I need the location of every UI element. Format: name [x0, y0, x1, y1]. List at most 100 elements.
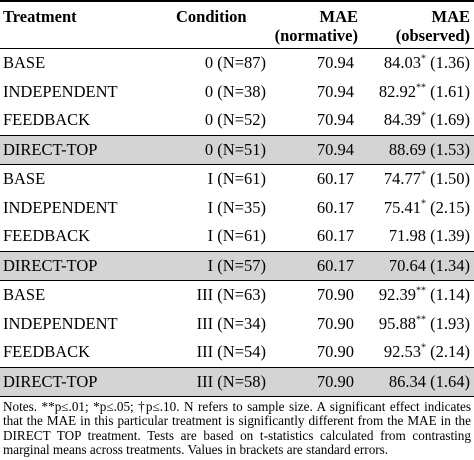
standard-error: (1.69)	[430, 110, 470, 130]
mae-observed-cell: 70.64 (1.34)	[362, 250, 474, 281]
significance-marker: *	[421, 198, 426, 209]
table-row: DIRECT-TOP 0 (N=51) 70.94 88.69 (1.53)	[0, 134, 474, 165]
observed-value: 70.64	[388, 255, 426, 275]
table-row: BASE 0 (N=87) 70.94 84.03* (1.36)	[0, 48, 474, 77]
table-row: FEEDBACK I (N=61) 60.17 71.98 (1.39)	[0, 222, 474, 251]
treatment-cell: FEEDBACK	[3, 342, 91, 362]
treatment-cell: INDEPENDENT	[3, 197, 118, 217]
table-notes: Notes. **p≤.01; *p≤.05; †p≤.10. N refers…	[3, 398, 471, 458]
mae-normative-cell: 70.90	[316, 313, 354, 333]
treatment-cell: BASE	[0, 279, 162, 309]
table-row: BASE III (N=63) 70.90 92.39** (1.14)	[0, 279, 474, 309]
treatment-cell: BASE	[3, 52, 46, 72]
observed-value: 88.69	[388, 139, 426, 159]
mae-observed-cell: 71.98 (1.39)	[362, 222, 474, 251]
condition-cell: III (N=54)	[196, 342, 266, 362]
observed-value: 92.53	[383, 342, 421, 362]
mae-normative-cell: 60.17	[270, 163, 362, 193]
table-row: DIRECT-TOP I (N=57) 60.17 70.64 (1.34)	[0, 250, 474, 281]
significance-marker: *	[421, 110, 426, 122]
condition-cell: 0 (N=51)	[162, 134, 270, 165]
treatment-cell: BASE	[0, 163, 162, 193]
mae-normative-cell: 70.94	[270, 134, 362, 165]
observed-value: 74.77	[383, 168, 421, 188]
condition-cell: I (N=35)	[207, 197, 266, 217]
condition-cell: I (N=61)	[207, 226, 266, 246]
table-header-row: Treatment Condition MAE (normative) MAE …	[0, 0, 474, 49]
significance-marker: **	[416, 285, 426, 297]
mae-observed-cell: 95.88** (1.93)	[362, 309, 474, 338]
mae-normative-cell: 70.90	[270, 279, 362, 309]
standard-error: (2.15)	[430, 197, 470, 217]
standard-error: (1.61)	[430, 81, 470, 101]
standard-error: (1.14)	[430, 284, 470, 304]
observed-value: 95.88	[378, 313, 416, 333]
standard-error: (1.93)	[430, 313, 470, 333]
mae-observed-cell: 84.03* (1.36)	[362, 48, 474, 77]
mae-normative-cell: 70.90	[316, 342, 354, 362]
significance-marker: *	[421, 169, 426, 181]
condition-cell: III (N=63)	[162, 279, 270, 309]
mae-observed-cell: 92.39** (1.14)	[362, 279, 474, 309]
treatment-cell: FEEDBACK	[3, 226, 91, 246]
observed-value: 82.92	[378, 81, 416, 101]
table-row: BASE I (N=61) 60.17 74.77* (1.50)	[0, 163, 474, 193]
mae-normative-cell: 60.17	[316, 226, 354, 246]
treatment-cell: DIRECT-TOP	[0, 134, 162, 165]
table-row: DIRECT-TOP III (N=58) 70.90 86.34 (1.64)	[0, 366, 474, 397]
table-row: FEEDBACK III (N=54) 70.90 92.53* (2.14)	[0, 338, 474, 367]
mae-normative-cell: 70.94	[316, 52, 354, 72]
significance-marker: *	[421, 342, 426, 354]
significance-marker: *	[421, 53, 426, 65]
treatment-cell: FEEDBACK	[3, 110, 91, 130]
observed-value: 71.98	[388, 226, 426, 246]
mae-observed-cell: 86.34 (1.64)	[362, 366, 474, 397]
significance-marker: **	[416, 82, 426, 93]
condition-cell: I (N=61)	[162, 163, 270, 193]
table-row: INDEPENDENT III (N=34) 70.90 95.88** (1.93)	[0, 309, 474, 338]
observed-value: 86.34	[388, 371, 426, 391]
standard-error: (2.14)	[430, 342, 470, 362]
standard-error: (1.53)	[430, 139, 470, 159]
mae-results-table: Treatment Condition MAE (normative) MAE …	[0, 0, 474, 397]
observed-value: 84.39	[383, 110, 421, 130]
mae-normative-cell: 60.17	[270, 250, 362, 281]
mae-normative-cell: 60.17	[316, 197, 354, 217]
standard-error: (1.64)	[430, 371, 470, 391]
condition-cell: III (N=34)	[196, 313, 266, 333]
standard-error: (1.50)	[430, 168, 470, 188]
mae-normative-cell: 70.94	[316, 81, 354, 101]
treatment-cell: INDEPENDENT	[3, 313, 118, 333]
treatment-cell: DIRECT-TOP	[0, 366, 162, 397]
header-condition: Condition	[162, 0, 270, 49]
condition-cell: III (N=58)	[162, 366, 270, 397]
condition-cell: 0 (N=38)	[204, 81, 266, 101]
significance-marker: **	[416, 314, 426, 325]
table-row: INDEPENDENT 0 (N=38) 70.94 82.92** (1.61)	[0, 77, 474, 106]
treatment-cell: INDEPENDENT	[3, 81, 118, 101]
table-row: FEEDBACK 0 (N=52) 70.94 84.39* (1.69)	[0, 106, 474, 135]
mae-normative-cell: 70.90	[270, 366, 362, 397]
mae-observed-cell: 74.77* (1.50)	[362, 163, 474, 193]
treatment-cell: DIRECT-TOP	[0, 250, 162, 281]
condition-cell: 0 (N=52)	[204, 110, 266, 130]
observed-value: 75.41	[383, 197, 421, 217]
mae-observed-cell: 75.41* (2.15)	[362, 193, 474, 222]
mae-normative-cell: 70.94	[316, 110, 354, 130]
header-mae-normative: MAE (normative)	[270, 0, 362, 49]
header-treatment: Treatment	[0, 0, 162, 49]
table-row: INDEPENDENT I (N=35) 60.17 75.41* (2.15)	[0, 193, 474, 222]
observed-value: 84.03	[383, 52, 421, 72]
standard-error: (1.36)	[430, 52, 470, 72]
observed-value: 92.39	[378, 284, 416, 304]
table-body: BASE 0 (N=87) 70.94 84.03* (1.36) INDEPENDEN…	[0, 48, 474, 397]
condition-cell: I (N=57)	[162, 250, 270, 281]
mae-observed-cell: 82.92** (1.61)	[362, 77, 474, 106]
mae-observed-cell: 84.39* (1.69)	[362, 106, 474, 135]
header-mae-observed: MAE (observed)	[362, 0, 474, 49]
mae-observed-cell: 88.69 (1.53)	[362, 134, 474, 165]
standard-error: (1.34)	[430, 255, 470, 275]
standard-error: (1.39)	[430, 226, 470, 246]
condition-cell: 0 (N=87)	[204, 52, 266, 72]
